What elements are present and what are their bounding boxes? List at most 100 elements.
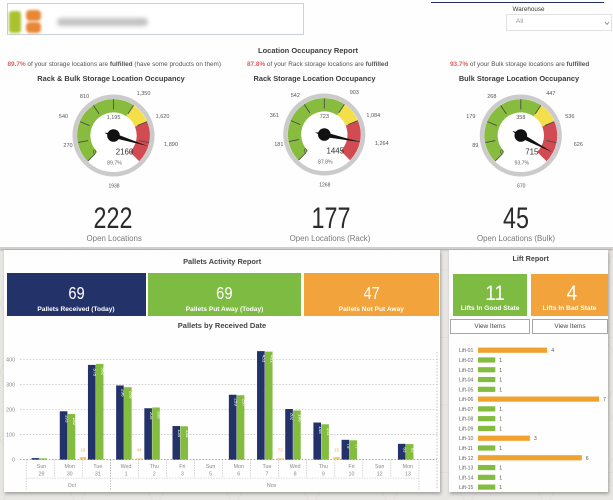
svg-text:1,350: 1,350 [137,91,151,97]
svg-text:93.7%: 93.7% [514,161,529,167]
svg-text:87.8%: 87.8% [318,160,333,166]
svg-text:89.7%: 89.7% [107,161,122,167]
svg-text:Fri: Fri [179,464,185,470]
svg-text:2: 2 [153,472,156,478]
svg-text:44: 44 [137,448,142,453]
svg-text:400: 400 [6,357,15,363]
svg-text:Lift-12: Lift-12 [459,456,474,462]
svg-text:10: 10 [349,472,355,478]
svg-text:0: 0 [304,148,308,155]
svg-text:1,890: 1,890 [164,142,178,148]
svg-text:200: 200 [6,408,15,414]
svg-text:1268: 1268 [319,183,330,189]
svg-text:62: 62 [410,448,415,454]
svg-text:30: 30 [67,472,73,478]
svg-text:Lift-02: Lift-02 [459,358,474,364]
svg-text:1,195: 1,195 [107,115,121,121]
svg-text:Tue: Tue [262,464,271,470]
svg-text:Lift-08: Lift-08 [459,417,474,423]
svg-text:1: 1 [125,472,128,478]
svg-text:13: 13 [405,472,411,478]
svg-text:6: 6 [237,472,240,478]
svg-text:100: 100 [6,433,15,439]
svg-text:670: 670 [517,184,526,190]
svg-text:2160: 2160 [116,148,134,157]
svg-text:7: 7 [603,397,606,403]
svg-text:8: 8 [294,472,297,478]
svg-text:133: 133 [185,430,190,438]
svg-text:Lift-04: Lift-04 [459,378,474,384]
svg-text:Tue: Tue [93,464,102,470]
svg-text:29: 29 [39,472,45,478]
svg-text:542: 542 [291,93,300,99]
svg-text:1: 1 [499,407,502,413]
svg-text:179: 179 [466,114,475,120]
svg-text:1: 1 [499,466,502,472]
svg-text:196: 196 [298,414,303,422]
svg-text:296: 296 [121,389,126,397]
svg-text:79: 79 [346,443,351,449]
svg-text:Oct: Oct [68,483,77,489]
svg-text:Thu: Thu [319,464,328,470]
svg-text:810: 810 [80,94,89,100]
svg-text:Mon: Mon [65,464,75,470]
svg-text:Sun: Sun [375,464,384,470]
svg-text:Lift-05: Lift-05 [459,387,474,393]
svg-text:382: 382 [100,367,105,375]
svg-text:626: 626 [574,142,583,148]
svg-text:Mon: Mon [234,464,244,470]
svg-text:Fri: Fri [348,464,354,470]
svg-text:1: 1 [499,417,502,423]
svg-text:1,620: 1,620 [156,114,170,120]
svg-text:433: 433 [262,355,267,363]
svg-text:205: 205 [149,412,154,420]
svg-text:9: 9 [322,472,325,478]
svg-text:Lift-06: Lift-06 [459,397,474,403]
svg-text:1445: 1445 [327,147,345,156]
svg-text:208: 208 [157,411,162,419]
svg-text:Lift-15: Lift-15 [459,485,474,491]
svg-text:63: 63 [402,447,407,453]
svg-text:Sun: Sun [37,464,46,470]
svg-text:Wed: Wed [121,464,132,470]
svg-text:Thu: Thu [150,464,159,470]
svg-text:19: 19 [81,448,86,453]
svg-text:Lift-01: Lift-01 [459,348,474,354]
svg-text:181: 181 [274,142,283,148]
svg-text:182: 182 [72,418,77,426]
svg-text:723: 723 [320,114,329,120]
svg-text:259: 259 [233,398,238,406]
svg-text:1: 1 [499,378,502,384]
svg-text:358: 358 [516,115,525,121]
svg-text:540: 540 [59,114,68,120]
svg-text:257: 257 [241,399,246,407]
svg-text:447: 447 [546,91,555,97]
svg-text:Nov: Nov [267,483,277,489]
svg-text:134: 134 [177,430,182,438]
svg-text:431: 431 [269,355,274,363]
svg-text:268: 268 [487,94,496,100]
svg-text:378: 378 [92,368,97,376]
svg-text:Lift-10: Lift-10 [459,436,474,442]
svg-text:73: 73 [278,448,283,453]
svg-text:202: 202 [290,413,295,421]
svg-text:Lift-07: Lift-07 [459,407,474,413]
svg-text:903: 903 [350,90,359,96]
svg-text:148: 148 [318,426,323,434]
svg-text:1: 1 [499,358,502,364]
svg-text:1,084: 1,084 [366,113,380,119]
svg-text:289: 289 [129,391,134,399]
svg-text:Lift-13: Lift-13 [459,466,474,472]
svg-text:Sun: Sun [206,464,215,470]
svg-text:536: 536 [565,114,574,120]
svg-text:6: 6 [586,456,589,462]
svg-text:1: 1 [499,426,502,432]
svg-text:361: 361 [270,113,279,119]
svg-text:3: 3 [534,436,537,442]
svg-text:1: 1 [499,485,502,491]
svg-text:5: 5 [209,472,212,478]
svg-text:Lift-09: Lift-09 [459,426,474,432]
svg-text:193: 193 [64,415,69,423]
svg-text:31: 31 [95,472,101,478]
svg-text:1,264: 1,264 [375,141,389,147]
